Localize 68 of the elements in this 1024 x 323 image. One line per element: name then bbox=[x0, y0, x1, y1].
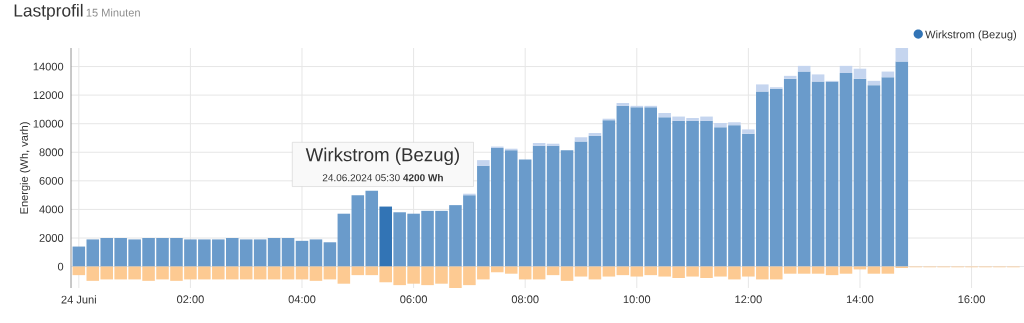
x-tick-label: 08:00 bbox=[511, 295, 539, 304]
bar bbox=[783, 75, 797, 79]
bar bbox=[839, 72, 853, 267]
y-tick-label: 0 bbox=[57, 262, 64, 271]
annotation: Wirkstrom (Bezug) bbox=[305, 147, 459, 166]
bar bbox=[532, 142, 546, 146]
bar bbox=[797, 266, 811, 274]
bar bbox=[281, 237, 295, 267]
bar bbox=[881, 77, 895, 267]
bar bbox=[602, 120, 616, 267]
y-tick-label: 10000 bbox=[33, 119, 64, 128]
bar bbox=[797, 65, 811, 72]
bar bbox=[574, 141, 588, 267]
x-tick-label: 12:00 bbox=[735, 295, 762, 304]
bar bbox=[895, 47, 909, 62]
legend-label: Wirkstrom (Bezug) bbox=[925, 30, 1017, 41]
x-tick-label: 02:00 bbox=[177, 295, 204, 304]
bar bbox=[309, 239, 323, 267]
bar bbox=[797, 71, 811, 267]
bar bbox=[560, 266, 574, 281]
bar bbox=[337, 266, 351, 284]
y-tick-label: 14000 bbox=[33, 62, 64, 71]
bar bbox=[895, 61, 909, 267]
bar bbox=[253, 239, 267, 267]
bar bbox=[267, 237, 281, 267]
bar bbox=[379, 206, 392, 267]
bar bbox=[839, 65, 853, 73]
y-tick-label: 4000 bbox=[39, 205, 64, 214]
bar bbox=[811, 266, 825, 274]
x-tick-label: 04:00 bbox=[288, 295, 316, 304]
bar bbox=[839, 266, 853, 274]
bar bbox=[588, 132, 602, 136]
y-tick-label: 6000 bbox=[39, 176, 64, 185]
bar bbox=[588, 135, 602, 267]
bar bbox=[867, 266, 881, 274]
x-tick-label: 16:00 bbox=[958, 295, 985, 304]
bar bbox=[658, 112, 671, 118]
bar bbox=[295, 240, 309, 267]
bar bbox=[811, 74, 825, 82]
y-axis-title: Energie (Wh, varh) bbox=[19, 122, 31, 214]
bar bbox=[574, 266, 588, 277]
bar bbox=[337, 213, 351, 267]
chart-title: Lastprofil bbox=[14, 3, 83, 21]
y-tick-label: 12000 bbox=[33, 91, 64, 100]
x-tick-label: 14:00 bbox=[846, 295, 874, 304]
bar bbox=[602, 266, 616, 277]
bar bbox=[560, 150, 574, 267]
annotation: 24.06.2024 05:30 4200 Wh bbox=[322, 173, 443, 182]
bar bbox=[477, 160, 490, 166]
bar bbox=[546, 145, 560, 267]
bar bbox=[323, 242, 337, 267]
y-tick-label: 8000 bbox=[39, 148, 64, 157]
bar bbox=[853, 78, 867, 267]
x-tick-label: 06:00 bbox=[400, 295, 428, 304]
x-tick-label: 10:00 bbox=[623, 295, 651, 304]
x-tick-label: 24 Juni bbox=[61, 295, 96, 304]
bar bbox=[742, 129, 755, 134]
bar bbox=[532, 145, 546, 267]
bar bbox=[574, 137, 588, 142]
bar bbox=[881, 266, 895, 274]
chart-subtitle: 15 Minuten bbox=[86, 8, 140, 17]
bar bbox=[825, 81, 839, 267]
bar bbox=[867, 85, 881, 267]
bar bbox=[853, 68, 867, 79]
y-tick-label: 2000 bbox=[39, 234, 64, 242]
bar bbox=[309, 266, 323, 281]
bar bbox=[811, 81, 825, 267]
bar bbox=[616, 102, 630, 106]
